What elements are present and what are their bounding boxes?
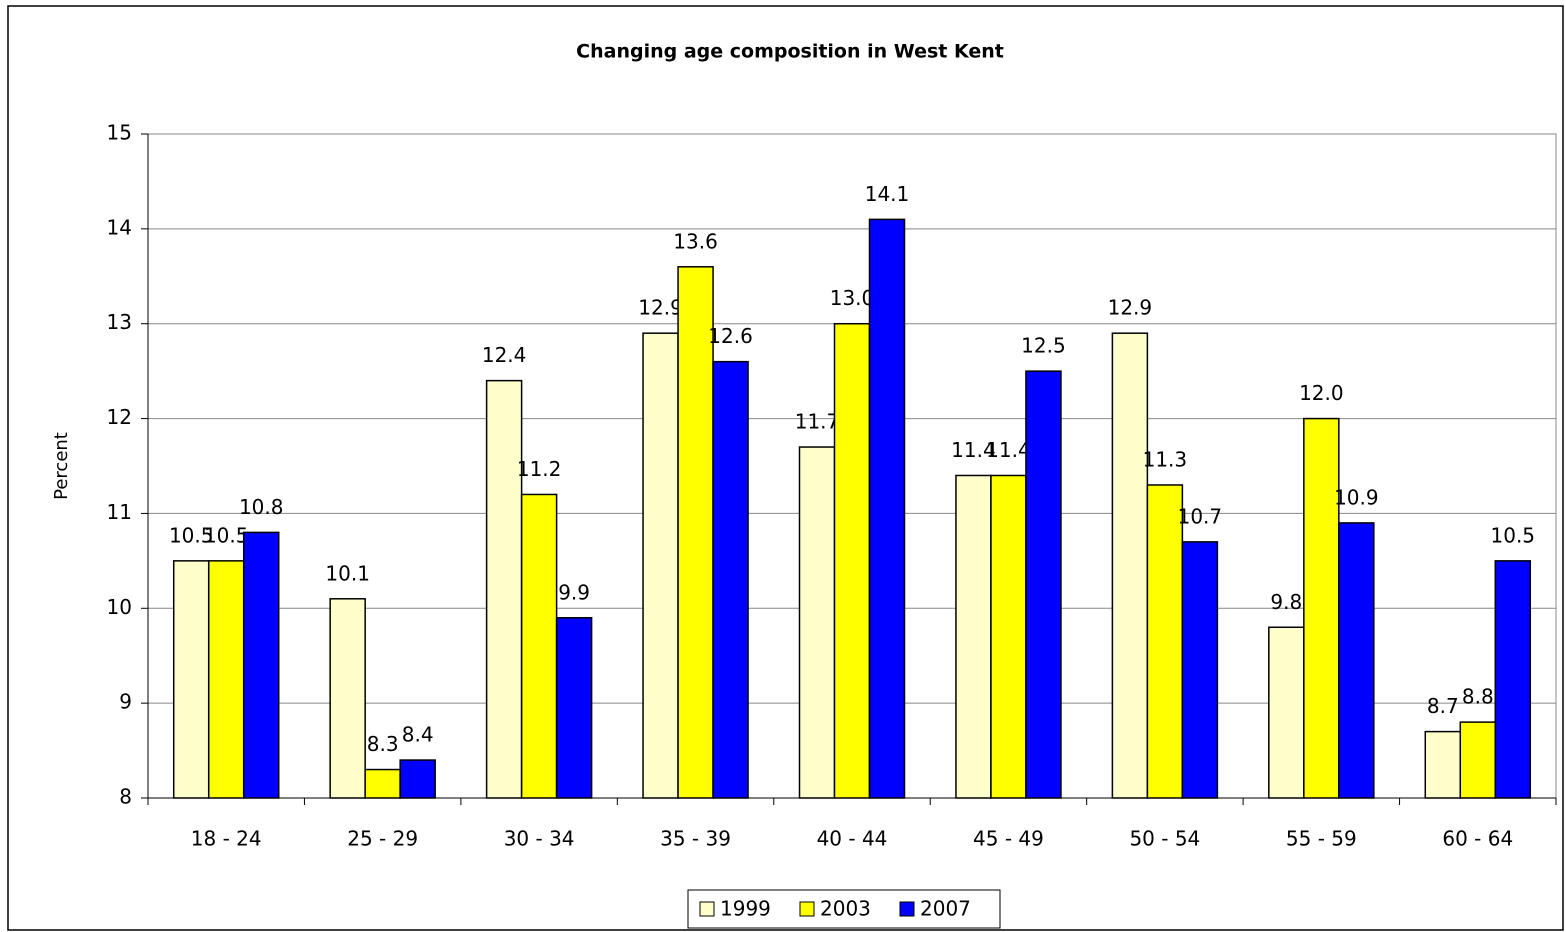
value-label: 8.8 — [1462, 685, 1494, 709]
y-axis-label: Percent — [51, 432, 72, 500]
x-tick-label: 18 - 24 — [191, 827, 262, 851]
legend-swatch — [799, 901, 815, 917]
bar — [642, 332, 679, 799]
value-label: 8.7 — [1427, 694, 1459, 718]
x-tick-label: 25 - 29 — [347, 827, 418, 851]
bar — [712, 360, 749, 799]
bar — [1494, 560, 1532, 799]
legend-label: 2003 — [820, 897, 871, 921]
value-label: 12.0 — [1299, 381, 1344, 405]
value-label: 11.2 — [517, 457, 562, 481]
value-label: 10.5 — [169, 523, 214, 547]
value-label: 10.5 — [1491, 523, 1536, 547]
value-label: 12.6 — [708, 324, 753, 348]
bar — [399, 759, 436, 799]
value-label: 13.6 — [673, 229, 718, 253]
bar — [833, 322, 871, 799]
legend-label: 1999 — [720, 897, 771, 921]
y-tick-label: 8 — [119, 785, 132, 809]
value-label: 11.7 — [795, 410, 840, 434]
value-label: 14.1 — [865, 182, 910, 206]
bar — [555, 617, 593, 799]
bar — [364, 768, 401, 799]
bar — [1111, 332, 1149, 799]
bar — [1025, 370, 1062, 799]
bar — [1303, 417, 1340, 799]
value-label: 11.4 — [951, 438, 996, 462]
x-tick-label: 45 - 49 — [973, 827, 1044, 851]
value-label: 11.3 — [1143, 447, 1188, 471]
y-tick-label: 9 — [119, 690, 132, 714]
y-tick-label: 11 — [107, 500, 132, 524]
bar — [1338, 522, 1375, 799]
y-tick-label: 10 — [107, 595, 132, 619]
bar — [1268, 626, 1305, 799]
x-tick-label: 50 - 54 — [1129, 827, 1200, 851]
value-label: 10.7 — [1178, 504, 1223, 528]
legend-swatch — [899, 901, 915, 917]
y-tick-label: 12 — [107, 405, 132, 429]
bar — [485, 379, 523, 799]
value-label: 8.4 — [402, 723, 434, 747]
value-label: 12.5 — [1021, 334, 1066, 358]
value-label: 11.4 — [986, 438, 1031, 462]
bar — [172, 560, 210, 799]
bar — [520, 493, 558, 799]
value-label: 9.9 — [558, 580, 590, 604]
bar — [1424, 730, 1462, 799]
bar — [242, 531, 280, 799]
value-label: 10.1 — [325, 561, 370, 585]
x-tick-label: 30 - 34 — [504, 827, 575, 851]
legend-box — [687, 889, 1001, 929]
y-tick-label: 13 — [107, 310, 132, 334]
legend-label: 2007 — [920, 897, 971, 921]
value-label: 13.0 — [830, 286, 875, 310]
value-label: 12.4 — [482, 343, 527, 367]
bar — [1146, 484, 1184, 799]
bar — [1181, 541, 1219, 799]
value-label: 12.9 — [1108, 296, 1153, 320]
bar — [868, 218, 906, 799]
bar — [798, 446, 836, 799]
legend-swatch — [699, 901, 715, 917]
bar — [677, 266, 714, 799]
y-tick-label: 14 — [107, 215, 132, 239]
bar — [990, 474, 1027, 799]
bar — [207, 560, 245, 799]
bar — [329, 598, 366, 799]
bar — [1459, 721, 1497, 799]
bar — [955, 474, 992, 799]
value-label: 10.5 — [204, 523, 249, 547]
value-label: 9.8 — [1270, 590, 1302, 614]
value-label: 10.9 — [1334, 485, 1379, 509]
y-tick-label: 15 — [107, 121, 132, 145]
x-tick-label: 35 - 39 — [660, 827, 731, 851]
x-tick-label: 60 - 64 — [1442, 827, 1513, 851]
chart-title: Changing age composition in West Kent — [576, 41, 1004, 63]
value-label: 10.8 — [239, 495, 284, 519]
x-tick-label: 40 - 44 — [817, 827, 888, 851]
value-label: 12.9 — [638, 296, 683, 320]
value-label: 8.3 — [367, 732, 399, 756]
x-tick-label: 55 - 59 — [1286, 827, 1357, 851]
